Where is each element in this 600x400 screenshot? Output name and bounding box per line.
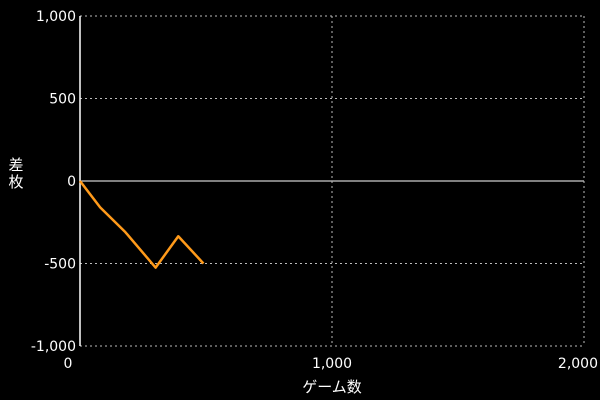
x-axis-title: ゲーム数 xyxy=(302,378,362,396)
y-axis-title: 差枚 xyxy=(8,156,23,191)
series-line xyxy=(79,180,205,269)
x-tick-label: 0 xyxy=(64,356,73,372)
y-tick-label: 0 xyxy=(67,174,76,190)
y-tick-label: -1,000 xyxy=(31,339,76,355)
y-tick-label: -500 xyxy=(44,257,76,273)
y-tick-label: 500 xyxy=(49,92,76,108)
x-tick-label: 1,000 xyxy=(312,356,352,372)
y-tick-label: 1,000 xyxy=(36,9,76,25)
x-tick-label: 2,000 xyxy=(558,356,598,372)
